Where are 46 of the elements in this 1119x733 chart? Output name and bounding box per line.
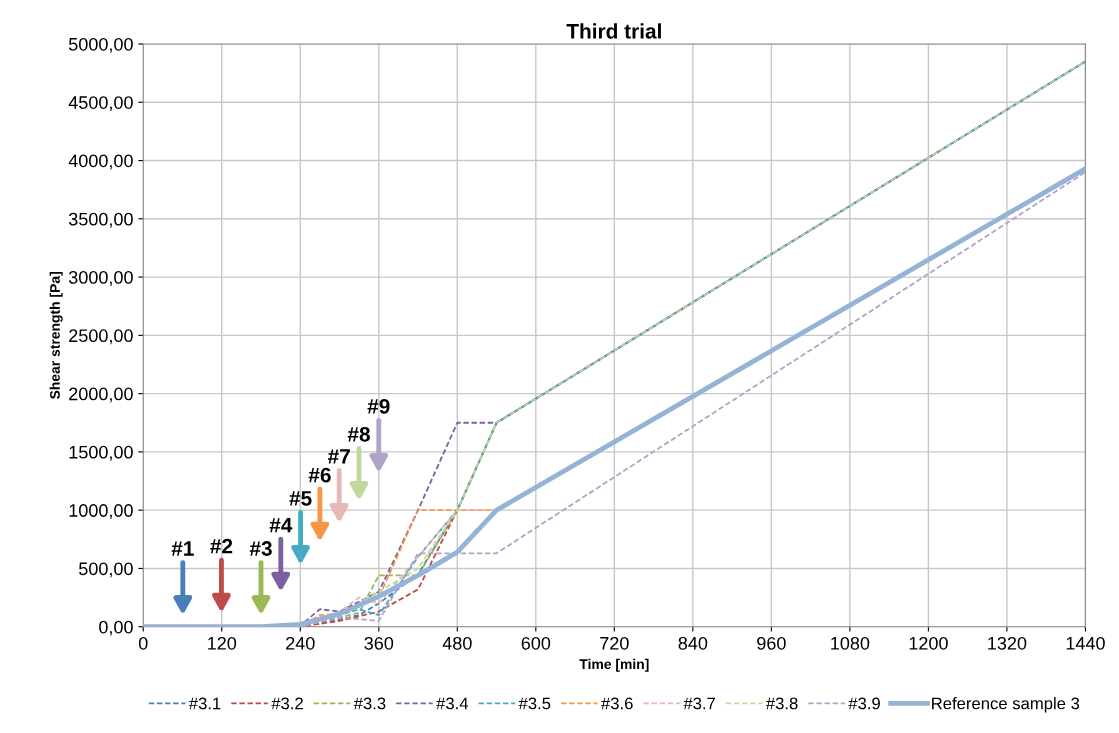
x-tick-label: 240 (286, 636, 315, 650)
annotation: #7 (327, 449, 350, 464)
y-tick-label: 4500,00 (68, 96, 133, 112)
annotation: #5 (289, 491, 312, 506)
x-tick-label: 1200 (909, 636, 948, 650)
x-tick-label: 1080 (831, 636, 870, 650)
x-tick-label: 0 (138, 636, 148, 650)
y-tick-label: 1500,00 (69, 445, 133, 461)
annotation: #9 (367, 398, 390, 414)
legend-label: #3.6 (601, 697, 633, 710)
y-tick-label: 2000,00 (69, 387, 133, 403)
legend-label: #3.8 (765, 697, 798, 710)
annotation: #6 (308, 467, 331, 483)
y-tick-label: 5000,00 (68, 37, 133, 53)
annotation: #3 (249, 541, 272, 556)
legend-label: #3.9 (848, 697, 880, 710)
y-tick-label: 0,00 (99, 620, 133, 636)
x-tick-label: 1320 (988, 636, 1027, 650)
y-tick-label: 3000,00 (68, 271, 133, 286)
x-tick-label: 1440 (1066, 636, 1105, 650)
legend-label: #3.3 (353, 697, 386, 710)
y-tick-label: 1000,00 (69, 504, 133, 520)
annotation: #4 (269, 518, 293, 533)
x-tick-label: 120 (208, 636, 237, 650)
legend-label: #3.4 (436, 697, 469, 710)
legend-label: Reference sample 3 (932, 697, 1080, 713)
legend-label: #3.5 (518, 697, 551, 710)
legend-label: #3.1 (188, 697, 221, 710)
y-tick-label: 500,00 (79, 562, 133, 578)
y-tick-label: 4000,00 (68, 154, 133, 170)
x-tick-label: 720 (600, 636, 629, 650)
legend-label: #3.2 (271, 697, 303, 710)
chart-title: Third trial (566, 23, 661, 39)
legend-label: #3.7 (683, 697, 716, 710)
x-tick-label: 360 (364, 636, 394, 650)
x-tick-label: 600 (521, 636, 551, 650)
annotation: #2 (210, 538, 233, 554)
x-tick-label: 960 (757, 636, 786, 650)
x-axis-title: Time [min] (579, 658, 649, 672)
y-tick-label: 2500,00 (69, 329, 133, 345)
annotation: #1 (171, 541, 194, 556)
x-tick-label: 840 (678, 636, 708, 650)
x-tick-label: 480 (442, 636, 472, 650)
annotation: #8 (347, 426, 370, 442)
y-tick-label: 3500,00 (68, 212, 133, 228)
y-axis-title: Shear strength [Pa] (49, 272, 63, 399)
